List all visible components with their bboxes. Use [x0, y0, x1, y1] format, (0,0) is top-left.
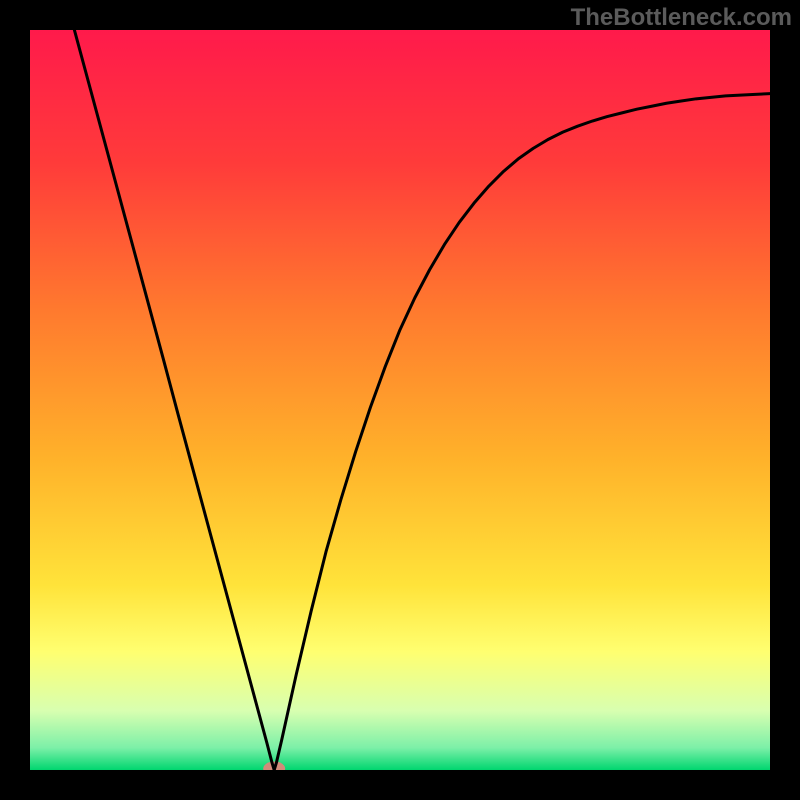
bottleneck-chart — [0, 0, 800, 800]
chart-container: { "attribution": { "text": "TheBottlenec… — [0, 0, 800, 800]
chart-background-gradient — [30, 30, 770, 770]
attribution-text: TheBottleneck.com — [571, 4, 792, 32]
